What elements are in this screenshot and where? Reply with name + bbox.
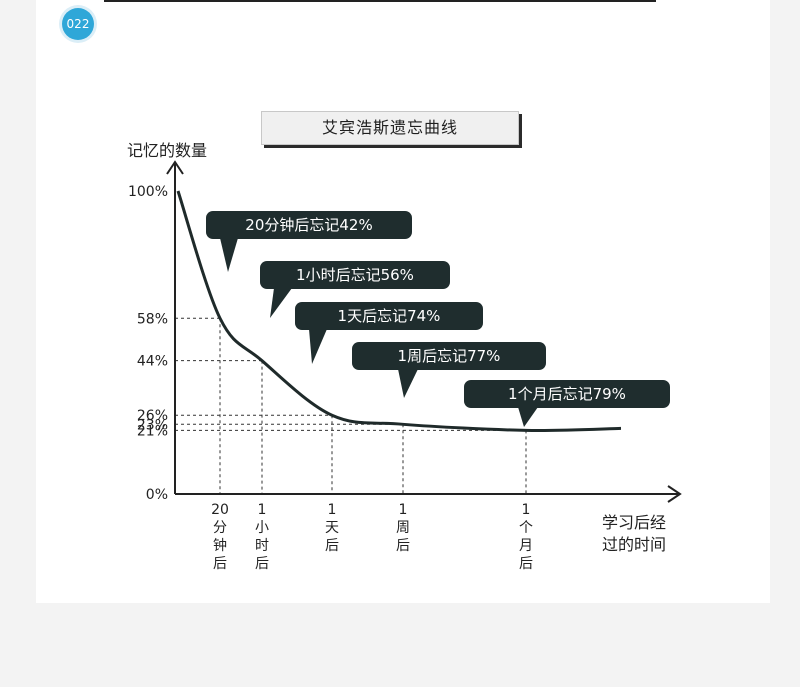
forgetting-curve: [176, 190, 622, 432]
guide-lines: [175, 317, 527, 494]
x-tick-label: 月: [519, 538, 533, 554]
callout-text: 1个月后忘记79%: [508, 385, 626, 403]
x-tick-label: 1: [522, 502, 531, 518]
chart-card: [36, 0, 770, 603]
callout-label: 1天后忘记74%: [295, 302, 483, 364]
y-axis-label: 记忆的数量: [127, 141, 207, 160]
y-tick-label: 23%: [137, 417, 168, 433]
x-tick-label: 后: [325, 538, 339, 554]
chart-title: 艾宾浩斯遗忘曲线: [261, 111, 519, 145]
callout-labels: 20分钟后忘记42% 1小时后忘记56% 1天后忘记74% 1周后忘记77% 1个月后忘…: [206, 211, 670, 427]
callout-label: 1小时后忘记56%: [260, 261, 450, 318]
y-tick-label: 100%: [128, 184, 168, 200]
callout-text: 1小时后忘记56%: [296, 266, 414, 284]
x-axis-arrow: [667, 485, 682, 503]
y-tick-labels: 100% 58% 44% 26%23%21% 0%: [128, 184, 168, 503]
x-tick-label: 小: [255, 520, 269, 536]
top-divider: [104, 0, 656, 2]
x-tick-label: 个: [519, 520, 533, 536]
number-badge: 022: [62, 8, 94, 40]
x-tick-label: 天: [325, 520, 339, 536]
callout-label: 20分钟后忘记42%: [206, 211, 412, 272]
y-tick-label: 26%: [137, 408, 168, 424]
x-tick-label: 1: [258, 502, 267, 518]
x-tick-label: 1: [399, 502, 408, 518]
x-tick-label: 周: [396, 520, 410, 536]
callout-label: 1周后忘记77%: [352, 342, 546, 398]
x-tick-label: 20: [211, 502, 229, 518]
x-tick-label: 钟: [213, 537, 227, 554]
x-axis-label-line2: 过的时间: [602, 535, 666, 554]
callout-text: 1周后忘记77%: [398, 347, 501, 365]
callout-text: 1天后忘记74%: [338, 307, 441, 325]
x-tick-label: 后: [255, 556, 269, 572]
x-tick-label: 后: [396, 538, 410, 554]
x-axis-label-line1: 学习后经: [602, 513, 666, 532]
x-tick-label: 后: [519, 556, 533, 572]
callout-text: 20分钟后忘记42%: [245, 216, 372, 234]
x-tick-label: 时: [255, 538, 269, 554]
chart-axes: [166, 160, 682, 503]
x-tick-label: 分: [213, 520, 227, 536]
callout-label: 1个月后忘记79%: [464, 380, 670, 427]
x-tick-label: 后: [213, 556, 227, 572]
y-tick-label: 58%: [137, 311, 168, 327]
y-tick-label: 21%: [137, 423, 168, 439]
x-tick-label: 1: [328, 502, 337, 518]
y-axis-arrow: [166, 160, 184, 175]
y-tick-label: 0%: [146, 487, 168, 503]
y-tick-label: 44%: [137, 354, 168, 370]
